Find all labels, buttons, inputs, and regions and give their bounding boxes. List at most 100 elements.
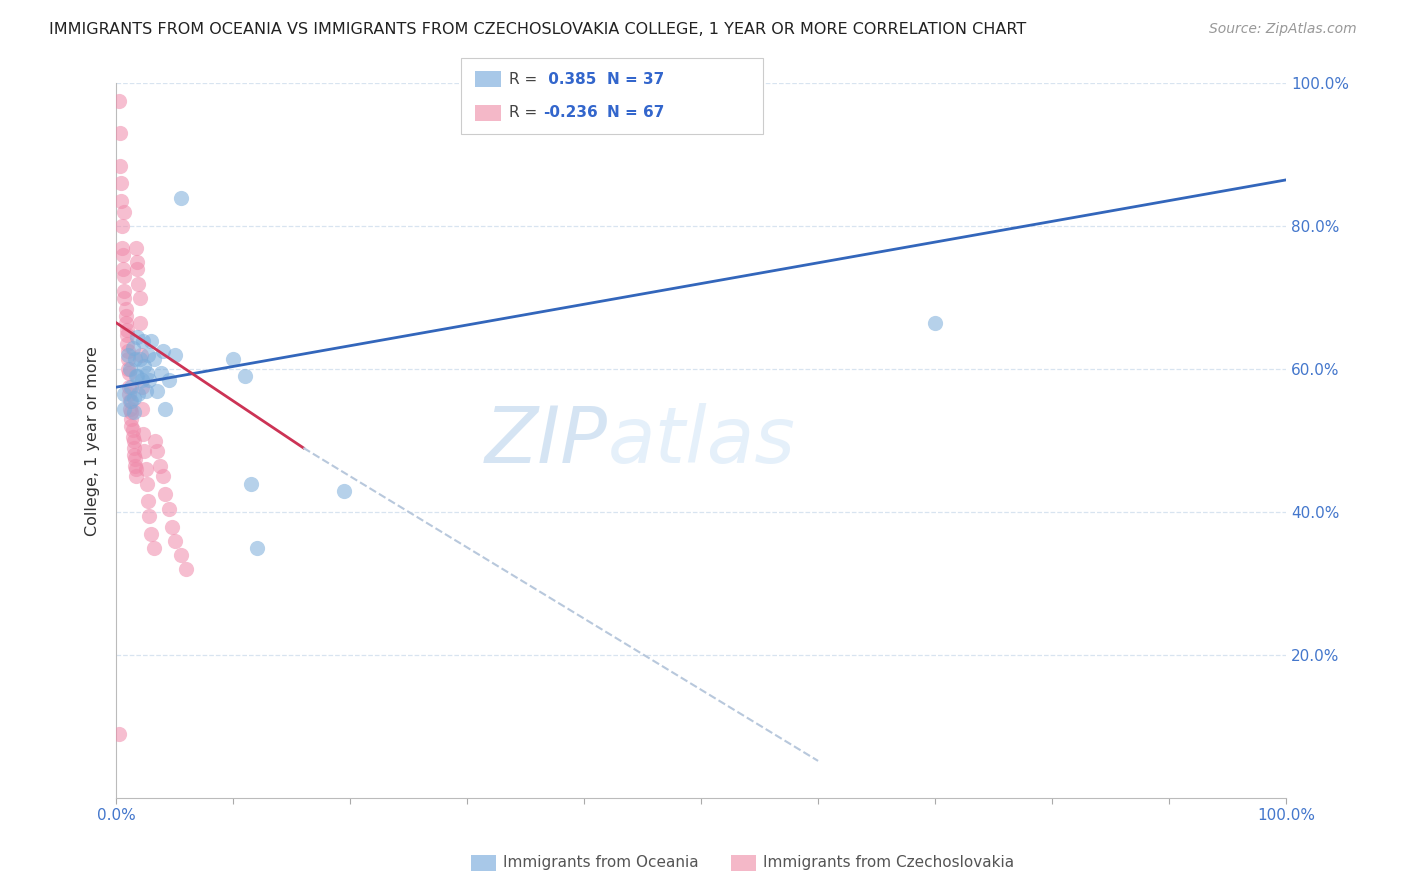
Point — [107, 95, 129, 109]
Point — [148, 458, 170, 473]
Point — [149, 366, 172, 380]
Point — [114, 291, 136, 305]
Point — [122, 434, 145, 448]
Point — [112, 262, 135, 277]
Point — [128, 316, 150, 330]
Point — [333, 483, 356, 498]
Point — [120, 362, 142, 376]
Point — [131, 401, 153, 416]
Point — [124, 458, 146, 473]
Point — [114, 316, 136, 330]
Point — [118, 387, 141, 401]
Point — [121, 419, 143, 434]
Point — [117, 348, 139, 362]
Point — [131, 380, 153, 394]
Point — [146, 384, 169, 398]
Point — [122, 441, 145, 455]
Point — [114, 387, 136, 401]
Point — [117, 362, 139, 376]
Point — [128, 351, 150, 366]
Point — [152, 344, 174, 359]
Text: N = 37: N = 37 — [607, 71, 665, 87]
Point — [155, 401, 177, 416]
Point — [136, 494, 159, 508]
Point — [143, 434, 166, 448]
Point — [138, 508, 160, 523]
Point — [132, 334, 155, 348]
Point — [157, 373, 180, 387]
Point — [110, 177, 132, 191]
Point — [246, 541, 269, 555]
Point — [125, 469, 148, 483]
Point — [125, 369, 148, 384]
Text: -0.236: -0.236 — [543, 105, 598, 120]
Text: Source: ZipAtlas.com: Source: ZipAtlas.com — [1209, 22, 1357, 37]
Point — [127, 255, 149, 269]
Point — [169, 548, 191, 562]
Point — [121, 430, 143, 444]
Point — [114, 269, 136, 284]
Point — [142, 541, 165, 555]
Point — [120, 401, 142, 416]
Point — [135, 366, 157, 380]
Point — [239, 476, 262, 491]
Point — [233, 369, 256, 384]
Point — [134, 359, 156, 373]
Point — [111, 219, 134, 234]
Text: R =: R = — [509, 71, 543, 87]
Point — [135, 476, 157, 491]
Point — [122, 405, 145, 419]
Point — [117, 344, 139, 359]
Text: Immigrants from Oceania: Immigrants from Oceania — [503, 855, 699, 870]
Point — [112, 248, 135, 262]
Point — [115, 337, 138, 351]
Point — [114, 205, 136, 219]
Point — [134, 384, 156, 398]
Point — [108, 159, 131, 173]
Point — [136, 348, 159, 362]
Text: N = 67: N = 67 — [607, 105, 665, 120]
Point — [163, 533, 186, 548]
Point — [114, 401, 136, 416]
Point — [127, 262, 149, 277]
Point — [107, 727, 129, 741]
Point — [125, 462, 148, 476]
Point — [115, 328, 138, 343]
Point — [121, 380, 143, 394]
Point — [111, 241, 134, 255]
Point — [134, 462, 156, 476]
Point — [924, 316, 946, 330]
Point — [131, 373, 153, 387]
Y-axis label: College, 1 year or more: College, 1 year or more — [86, 346, 100, 536]
Point — [118, 366, 141, 380]
Point — [124, 351, 146, 366]
Point — [222, 351, 245, 366]
Point — [127, 330, 149, 344]
Point — [121, 405, 143, 419]
Point — [163, 348, 186, 362]
Point — [155, 487, 177, 501]
Text: 0.385: 0.385 — [543, 71, 596, 87]
Point — [142, 351, 165, 366]
Point — [141, 334, 163, 348]
Point — [122, 391, 145, 405]
Point — [124, 451, 146, 466]
Point — [128, 291, 150, 305]
Point — [169, 191, 191, 205]
Point — [134, 444, 156, 458]
Point — [128, 277, 150, 291]
Point — [125, 241, 148, 255]
Point — [118, 380, 141, 394]
Point — [115, 323, 138, 337]
Point — [128, 387, 150, 401]
Point — [129, 348, 152, 362]
Point — [162, 519, 184, 533]
Point — [146, 444, 169, 458]
Point — [127, 369, 149, 384]
Point — [108, 127, 131, 141]
Text: IMMIGRANTS FROM OCEANIA VS IMMIGRANTS FROM CZECHOSLOVAKIA COLLEGE, 1 YEAR OR MOR: IMMIGRANTS FROM OCEANIA VS IMMIGRANTS FR… — [49, 22, 1026, 37]
Point — [121, 341, 143, 355]
Text: atlas: atlas — [607, 403, 796, 479]
Point — [132, 426, 155, 441]
Point — [120, 394, 142, 409]
